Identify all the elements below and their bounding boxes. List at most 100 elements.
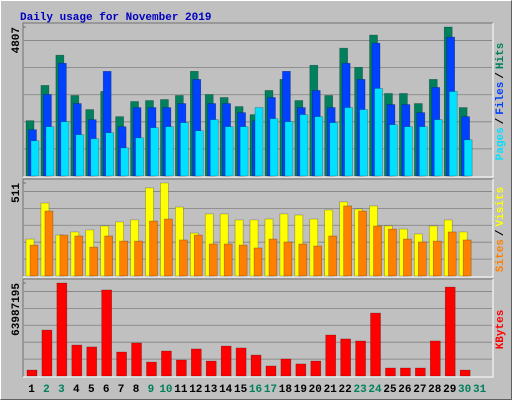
bar [131, 342, 142, 377]
bar [429, 340, 441, 377]
x-tick-label: 4 [73, 384, 80, 396]
bar [59, 234, 69, 277]
bar [90, 138, 100, 177]
x-tick-label: 17 [264, 384, 277, 396]
bar [314, 116, 324, 177]
bar [164, 218, 173, 277]
x-tick-label: 5 [88, 384, 95, 396]
x-tick-label: 29 [443, 384, 456, 396]
bar [403, 238, 412, 277]
x-tick-label: 16 [249, 384, 262, 396]
bar [176, 359, 187, 377]
bar [328, 235, 338, 277]
bar [220, 345, 232, 377]
bar [415, 367, 426, 377]
x-tick-label: 27 [413, 384, 426, 396]
legend: Pages / Files / Hits [495, 43, 507, 161]
bar [238, 244, 248, 277]
bar [419, 126, 428, 177]
bar [343, 205, 352, 277]
bar [149, 220, 158, 277]
bar [268, 238, 278, 277]
bar [269, 118, 279, 177]
bar [388, 228, 397, 277]
x-tick-label: 26 [398, 384, 411, 396]
bar [180, 122, 189, 177]
bar [358, 210, 367, 277]
bar [404, 126, 413, 177]
bar [432, 240, 442, 277]
bar [373, 225, 382, 277]
bar [116, 351, 127, 377]
bar [150, 127, 159, 177]
bar [135, 137, 144, 177]
bar [74, 235, 84, 277]
x-tick-label: 15 [234, 384, 248, 396]
x-tick-label: 31 [473, 384, 487, 396]
bar [45, 126, 55, 177]
bar [313, 245, 323, 277]
bar [344, 107, 353, 177]
bar [165, 126, 174, 177]
x-tick-label: 28 [428, 384, 442, 396]
bar [370, 312, 381, 377]
y-tick-label: 511 [11, 183, 23, 203]
bar [71, 344, 83, 377]
bar [389, 124, 398, 177]
bar [89, 246, 99, 277]
bar [29, 244, 39, 277]
x-tick-label: 14 [219, 384, 233, 396]
panel-edge-light [23, 179, 494, 278]
y-tick-label: 63987195 [11, 283, 23, 336]
bar [193, 234, 203, 277]
x-tick-label: 24 [368, 384, 382, 396]
legend-separator: / [495, 229, 507, 236]
x-tick-label: 25 [383, 384, 397, 396]
bar [101, 289, 112, 377]
bar [26, 369, 38, 377]
bar [355, 340, 366, 377]
bar [56, 282, 68, 377]
bar [119, 240, 128, 277]
bar [254, 107, 264, 177]
bar [447, 231, 457, 277]
legend-entry: Hits [495, 43, 507, 69]
bar [463, 139, 473, 177]
bar [190, 348, 202, 377]
x-tick-label: 13 [204, 384, 218, 396]
bar [41, 329, 53, 377]
legend-entry: Pages [495, 127, 507, 160]
bar [329, 122, 339, 177]
bar [60, 121, 70, 177]
bar [459, 369, 471, 377]
x-tick-label: 18 [279, 384, 293, 396]
x-tick-label: 22 [339, 384, 352, 396]
legend-entry: KBytes [495, 310, 507, 350]
bar [205, 360, 217, 377]
bar [120, 147, 129, 177]
bar [359, 109, 368, 177]
bar [235, 347, 247, 377]
legend: KBytes [495, 310, 507, 350]
bar [280, 358, 292, 377]
bar [374, 88, 383, 177]
chart-title: Daily usage for November 2019 [20, 12, 211, 24]
bar [105, 132, 114, 177]
bar [298, 243, 308, 277]
bar [299, 114, 309, 177]
x-tick-label: 9 [148, 384, 155, 396]
bar [448, 91, 458, 177]
legend-entry: Visits [495, 187, 507, 227]
bar [194, 130, 204, 177]
bar [75, 134, 85, 177]
x-tick-label: 10 [159, 384, 172, 396]
bar [250, 354, 262, 377]
x-tick-label: 8 [133, 384, 140, 396]
bar [310, 360, 322, 377]
panel-edge-dark [22, 22, 493, 177]
legend-entry: Files [495, 82, 507, 115]
bar [161, 350, 172, 377]
bar [265, 365, 277, 377]
